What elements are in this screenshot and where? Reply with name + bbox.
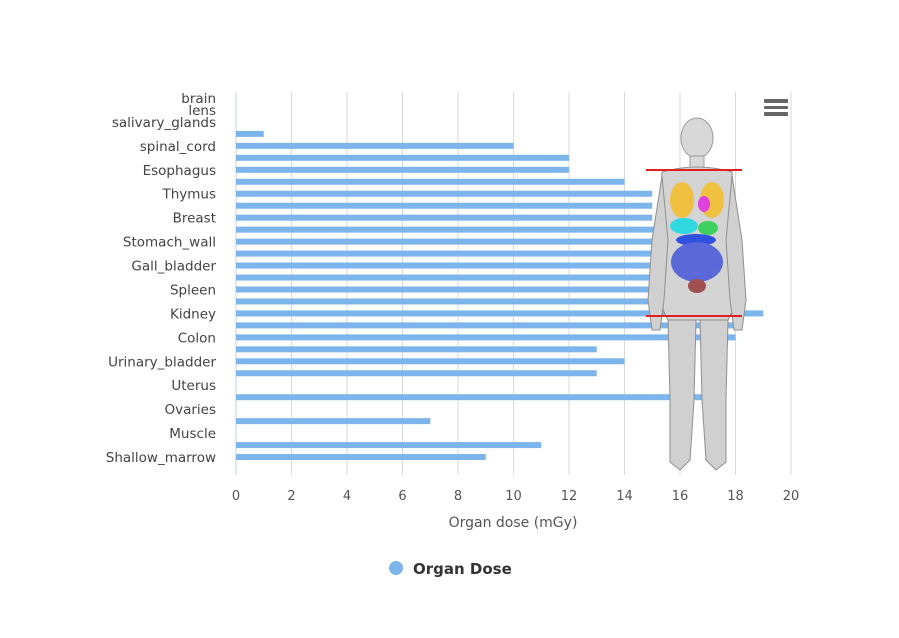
bar[interactable] [236, 250, 736, 257]
bar[interactable] [236, 418, 431, 425]
x-tick-label: 0 [232, 489, 240, 504]
x-tick-label: 2 [287, 489, 295, 504]
x-tick-label: 18 [727, 489, 744, 504]
x-axis-title: Organ dose (mGy) [449, 515, 578, 531]
category-label: Spleen [170, 282, 216, 298]
category-label: Kidney [170, 306, 216, 322]
bar[interactable] [236, 394, 708, 401]
x-tick-label: 6 [398, 489, 406, 504]
x-tick-label: 4 [343, 489, 351, 504]
bar[interactable] [236, 310, 764, 317]
category-label: Breast [173, 211, 216, 227]
x-tick-label: 14 [616, 489, 633, 504]
bar[interactable] [236, 166, 569, 173]
category-label: Urinary_bladder [108, 354, 216, 370]
bar[interactable] [236, 358, 625, 365]
legend-marker [389, 561, 403, 575]
bar[interactable] [236, 178, 625, 185]
legend-label: Organ Dose [413, 560, 512, 578]
bar[interactable] [236, 370, 597, 377]
hamburger-menu-icon[interactable] [762, 96, 790, 120]
x-tick-label: 10 [505, 489, 522, 504]
category-label: Esophagus [143, 163, 216, 179]
bar[interactable] [236, 202, 653, 209]
x-tick-label: 12 [561, 489, 578, 504]
category-label: Ovaries [164, 402, 216, 418]
x-tick-label: 8 [454, 489, 462, 504]
bar[interactable] [236, 226, 736, 233]
bar[interactable] [236, 214, 653, 221]
category-label: Muscle [169, 426, 216, 442]
bar[interactable] [236, 238, 736, 245]
bar[interactable] [236, 454, 486, 461]
bar[interactable] [236, 190, 653, 197]
bar[interactable] [236, 298, 736, 305]
menu-bar [764, 99, 788, 103]
category-label: salivary_glands [112, 115, 216, 131]
bar[interactable] [236, 322, 736, 329]
category-label: Shallow_marrow [106, 450, 216, 466]
category-label: lens [188, 103, 216, 119]
x-tick-labels: 0 2 4 6 8 10 12 14 16 18 20 [232, 489, 799, 504]
category-label: Gall_bladder [131, 259, 216, 275]
bar[interactable] [236, 154, 569, 161]
bars [236, 130, 764, 461]
menu-bar [764, 112, 788, 116]
x-tick-label: 20 [783, 489, 800, 504]
bar[interactable] [236, 142, 514, 149]
bar[interactable] [236, 442, 542, 449]
category-label: Stomach_wall [123, 235, 216, 251]
x-tick-label: 16 [672, 489, 689, 504]
bar[interactable] [236, 130, 264, 137]
category-label: Thymus [161, 187, 216, 203]
legend[interactable]: Organ Dose [389, 560, 512, 578]
category-label: Uterus [171, 378, 216, 394]
category-label: spinal_cord [140, 139, 216, 155]
category-label: brain [181, 91, 216, 107]
bar[interactable] [236, 262, 736, 269]
category-label: Colon [178, 330, 216, 346]
bar[interactable] [236, 274, 736, 281]
bar[interactable] [236, 334, 736, 341]
bar[interactable] [236, 346, 597, 353]
anatomical-phantom-figure [646, 117, 747, 471]
bar[interactable] [236, 286, 736, 293]
menu-bar [764, 105, 788, 109]
